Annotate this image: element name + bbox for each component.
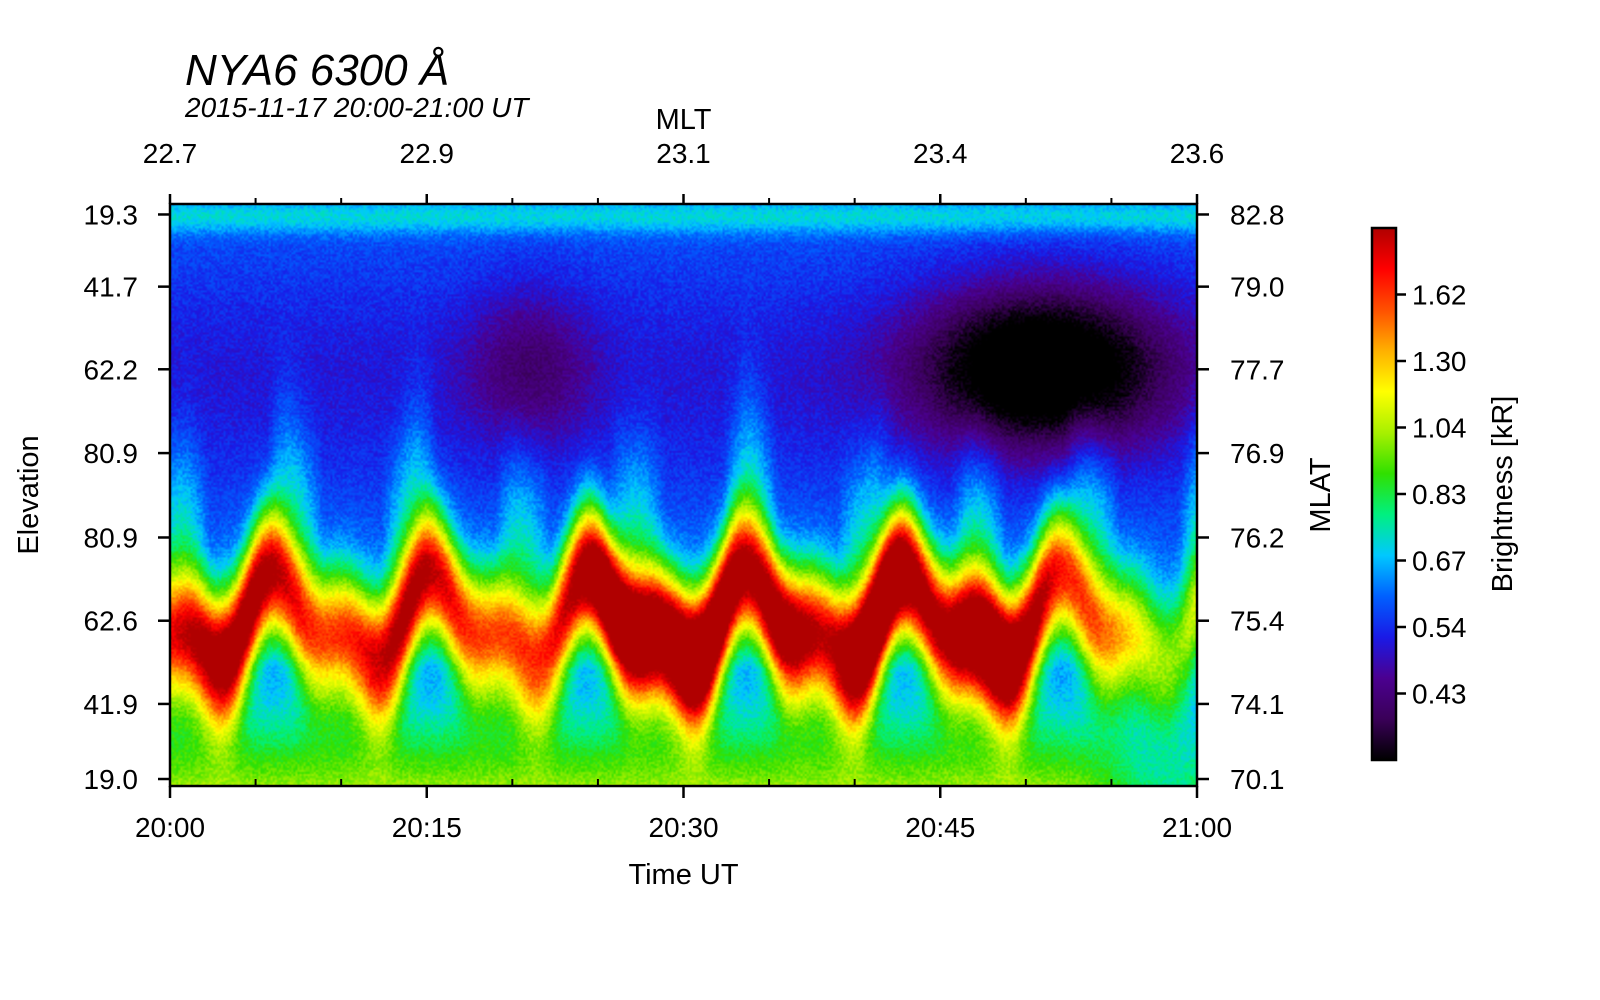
right-tick-label: 74.1 <box>1230 689 1285 720</box>
right-tick-label: 75.4 <box>1230 606 1285 637</box>
colorbar-tick-label: 1.62 <box>1412 280 1467 311</box>
colorbar-tick-label: 0.83 <box>1412 479 1467 510</box>
y-tick-label: 19.3 <box>84 199 139 230</box>
right-tick-label: 77.7 <box>1230 354 1285 385</box>
right-tick-label: 70.1 <box>1230 764 1285 795</box>
colorbar-ticks: 0.43 0.54 0.67 0.83 1.04 1.30 1.62 <box>1396 280 1467 710</box>
heatmap-raster <box>170 204 1197 786</box>
colorbar-tick-label: 0.43 <box>1412 679 1467 710</box>
y-tick-label: 80.9 <box>84 438 139 469</box>
right-tick-label: 79.0 <box>1230 272 1285 303</box>
chart-title: NYA6 6300 Å <box>185 46 450 95</box>
colorbar-tick-label: 0.54 <box>1412 612 1467 643</box>
y-tick-label: 41.7 <box>84 272 139 303</box>
top-tick-label: 22.7 <box>143 138 198 169</box>
colorbar-tick-label: 1.30 <box>1412 346 1467 377</box>
right-tick-label: 76.9 <box>1230 438 1285 469</box>
top-axis-label: MLT <box>656 104 712 136</box>
chart-subtitle: 2015-11-17 20:00-21:00 UT <box>185 92 529 123</box>
y-tick-label: 41.9 <box>84 689 139 720</box>
colorbar-label: Brightness [kR] <box>1487 396 1519 593</box>
right-tick-label: 76.2 <box>1230 522 1285 553</box>
x-tick-label: 21:00 <box>1162 812 1232 843</box>
y-axis-label: Elevation <box>13 435 45 554</box>
heatmap-image <box>170 204 1197 786</box>
y-tick-label: 80.9 <box>84 522 139 553</box>
axis-ticks: 20:00 20:15 20:30 20:45 21:00 22.7 22.9 23.1 23.… <box>84 138 1285 843</box>
right-tick-label: 82.8 <box>1230 199 1285 230</box>
right-axis-label: MLAT <box>1305 457 1337 532</box>
top-tick-label: 23.4 <box>913 138 968 169</box>
colorbar <box>1370 226 1398 762</box>
colorbar-tick-label: 0.67 <box>1412 546 1467 577</box>
top-tick-label: 22.9 <box>400 138 455 169</box>
top-tick-label: 23.1 <box>656 138 711 169</box>
y-tick-label: 62.6 <box>84 606 139 637</box>
x-tick-label: 20:45 <box>905 812 975 843</box>
y-tick-label: 62.2 <box>84 354 139 385</box>
x-axis-label: Time UT <box>628 859 738 891</box>
x-tick-label: 20:30 <box>648 812 718 843</box>
top-tick-label: 23.6 <box>1170 138 1225 169</box>
x-tick-label: 20:15 <box>392 812 462 843</box>
y-tick-label: 19.0 <box>84 764 139 795</box>
x-tick-label: 20:00 <box>135 812 205 843</box>
colorbar-tick-label: 1.04 <box>1412 413 1467 444</box>
